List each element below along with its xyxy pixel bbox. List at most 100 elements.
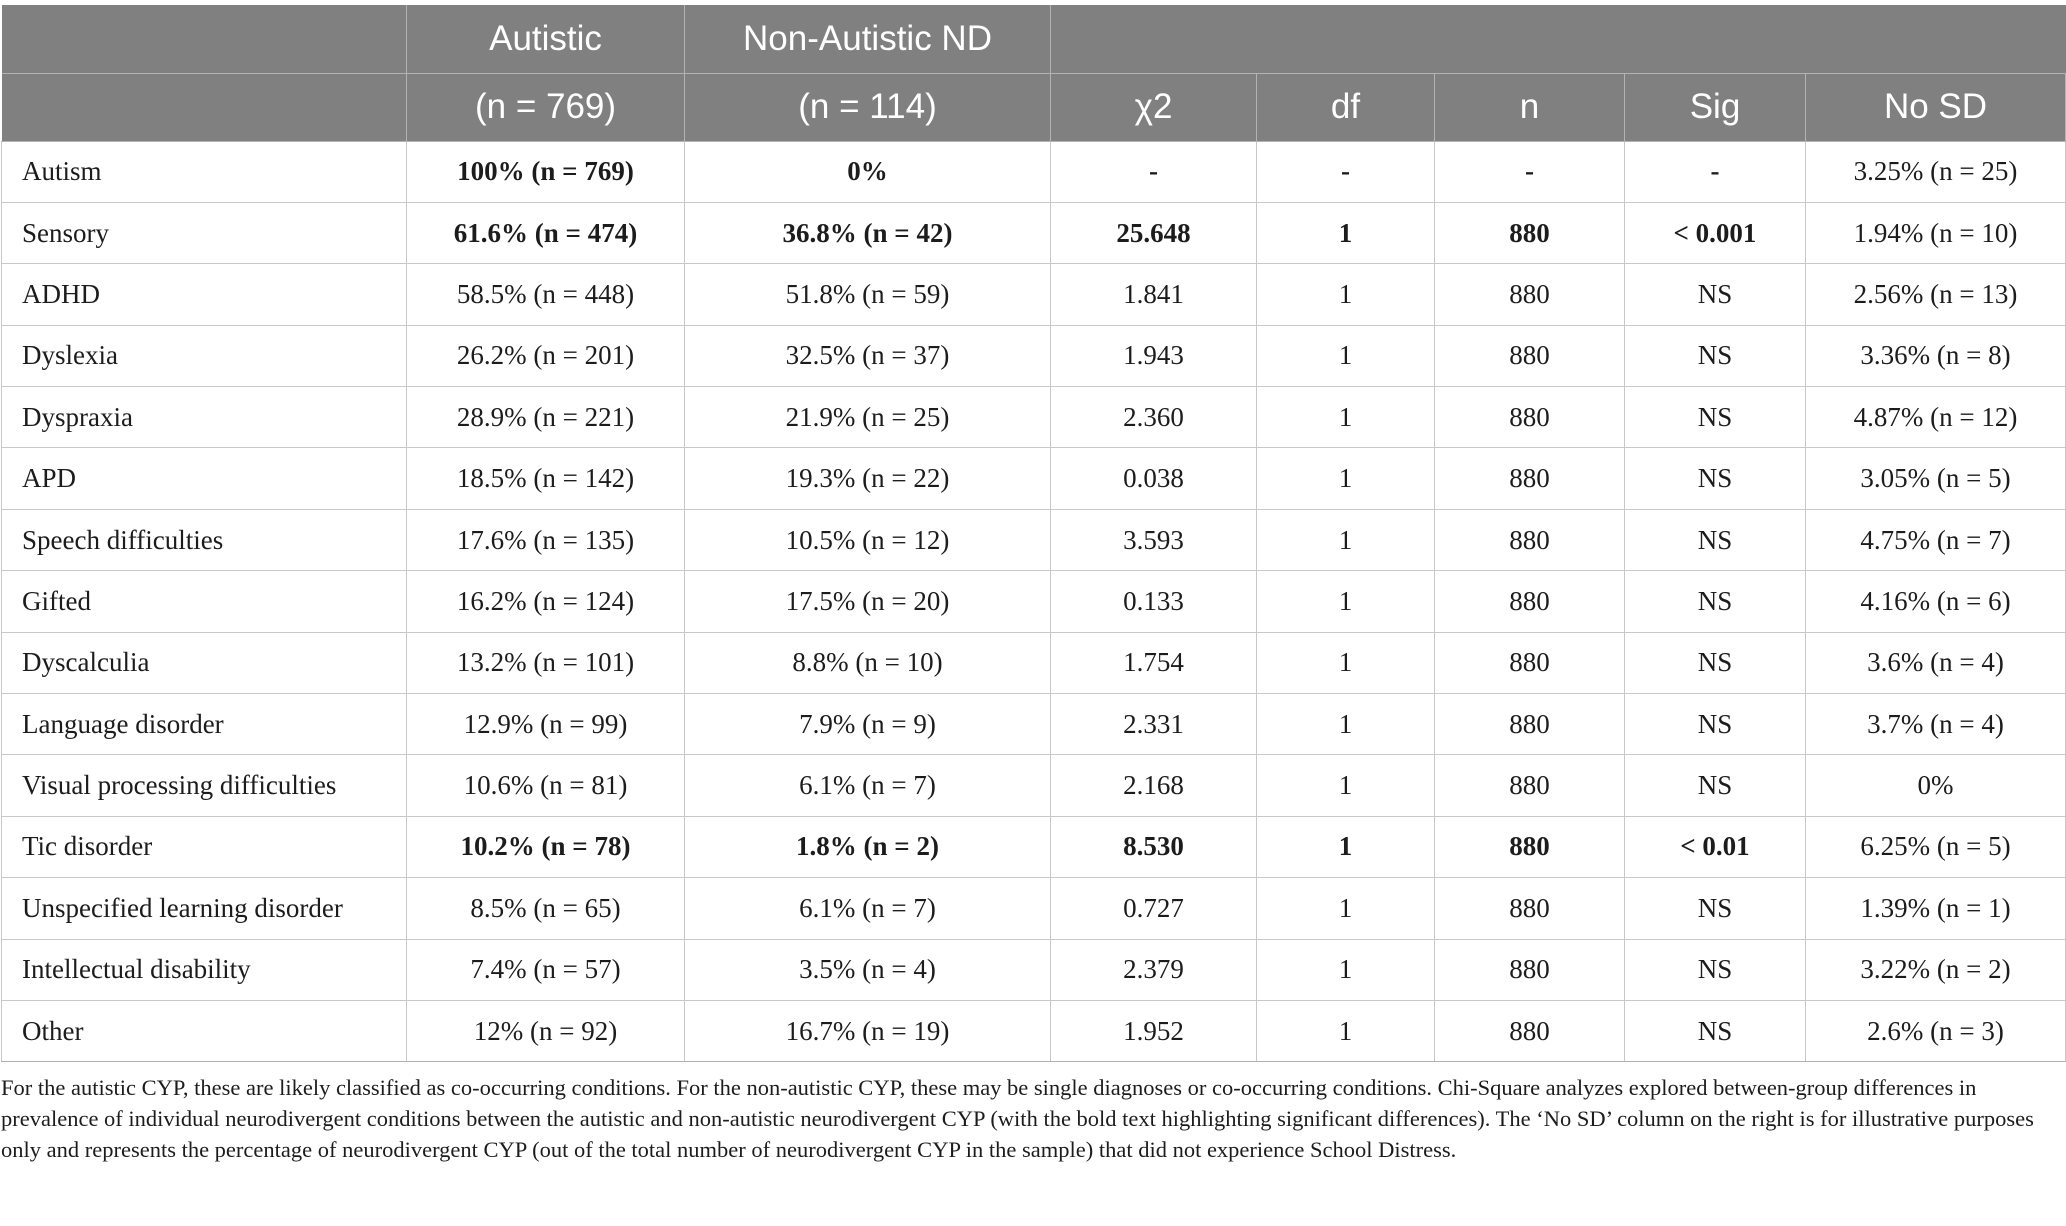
row-label: Speech difficulties [1, 508, 407, 572]
cell-autistic: 10.6% (n = 81) [406, 754, 685, 817]
header-blank-chi [1050, 5, 1257, 74]
cell-sig: < 0.001 [1624, 201, 1806, 265]
cell-df: 1 [1256, 631, 1435, 695]
cell-chi-square: 0.038 [1050, 447, 1257, 510]
row-label: Dyscalculia [1, 631, 407, 695]
cell-non-autistic-nd: 7.9% (n = 9) [684, 693, 1051, 756]
cell-autistic: 8.5% (n = 65) [406, 877, 685, 940]
cell-n: 880 [1434, 324, 1625, 388]
cell-autistic: 61.6% (n = 474) [406, 201, 685, 265]
cell-sig: NS [1624, 447, 1806, 510]
header-chi-square: χ2 [1050, 73, 1257, 142]
cell-df: 1 [1256, 815, 1435, 879]
table-row: Language disorder 12.9% (n = 99) 7.9% (n =… [1, 693, 2066, 756]
row-label: Gifted [1, 570, 407, 633]
cell-non-autistic-nd: 6.1% (n = 7) [684, 754, 1051, 817]
cell-chi-square: 3.593 [1050, 508, 1257, 572]
cell-df: 1 [1256, 877, 1435, 940]
header-non-autistic-nd: Non-Autistic ND [684, 5, 1051, 74]
cell-n: 880 [1434, 508, 1625, 572]
cell-sig: NS [1624, 263, 1806, 326]
cell-no-sd: 0% [1805, 754, 2066, 817]
cell-n: 880 [1434, 263, 1625, 326]
cell-autistic: 16.2% (n = 124) [406, 570, 685, 633]
row-label: Sensory [1, 201, 407, 265]
row-label: APD [1, 447, 407, 510]
cell-n: 880 [1434, 693, 1625, 756]
cell-sig: NS [1624, 999, 1806, 1063]
cell-autistic: 12% (n = 92) [406, 999, 685, 1063]
cell-non-autistic-nd: 19.3% (n = 22) [684, 447, 1051, 510]
cell-df: 1 [1256, 754, 1435, 817]
header-no-sd: No SD [1805, 73, 2066, 142]
cell-sig: NS [1624, 877, 1806, 940]
cell-no-sd: 3.22% (n = 2) [1805, 938, 2066, 1001]
table-row: Dyspraxia 28.9% (n = 221) 21.9% (n = 25) 2.… [1, 386, 2066, 449]
cell-no-sd: 2.56% (n = 13) [1805, 263, 2066, 326]
prevalence-table: Autistic Non-Autistic ND (n = 769) (n = 1… [1, 5, 2066, 1063]
cell-df: 1 [1256, 693, 1435, 756]
table-row: Gifted 16.2% (n = 124) 17.5% (n = 20) 0.133… [1, 570, 2066, 633]
cell-non-autistic-nd: 21.9% (n = 25) [684, 386, 1051, 449]
cell-non-autistic-nd: 16.7% (n = 19) [684, 999, 1051, 1063]
cell-chi-square: 1.943 [1050, 324, 1257, 388]
cell-no-sd: 3.05% (n = 5) [1805, 447, 2066, 510]
cell-sig: NS [1624, 508, 1806, 572]
cell-df: 1 [1256, 386, 1435, 449]
row-label: Unspecified learning disorder [1, 877, 407, 940]
header-blank-nosd [1805, 5, 2066, 74]
cell-n: 880 [1434, 754, 1625, 817]
cell-sig: NS [1624, 570, 1806, 633]
cell-non-autistic-nd: 32.5% (n = 37) [684, 324, 1051, 388]
header-autistic: Autistic [406, 5, 685, 74]
row-label: Dyslexia [1, 324, 407, 388]
cell-chi-square: 0.727 [1050, 877, 1257, 940]
cell-no-sd: 4.16% (n = 6) [1805, 570, 2066, 633]
cell-df: - [1256, 140, 1435, 203]
cell-autistic: 18.5% (n = 142) [406, 447, 685, 510]
cell-no-sd: 1.94% (n = 10) [1805, 201, 2066, 265]
cell-n: 880 [1434, 447, 1625, 510]
cell-chi-square: 0.133 [1050, 570, 1257, 633]
table-row: Tic disorder 10.2% (n = 78) 1.8% (n = 2) 8.… [1, 815, 2066, 879]
cell-no-sd: 4.87% (n = 12) [1805, 386, 2066, 449]
cell-non-autistic-nd: 17.5% (n = 20) [684, 570, 1051, 633]
cell-autistic: 12.9% (n = 99) [406, 693, 685, 756]
table-header: Autistic Non-Autistic ND (n = 769) (n = 1… [1, 5, 2066, 142]
cell-autistic: 13.2% (n = 101) [406, 631, 685, 695]
cell-sig: NS [1624, 324, 1806, 388]
cell-chi-square: 2.168 [1050, 754, 1257, 817]
table-row: Intellectual disability 7.4% (n = 57) 3.5%… [1, 938, 2066, 1001]
cell-autistic: 17.6% (n = 135) [406, 508, 685, 572]
cell-chi-square: 1.754 [1050, 631, 1257, 695]
row-label: Tic disorder [1, 815, 407, 879]
row-label: Dyspraxia [1, 386, 407, 449]
cell-autistic: 26.2% (n = 201) [406, 324, 685, 388]
header-row-2: (n = 769) (n = 114) χ2 df n Sig No SD [1, 73, 2066, 142]
cell-non-autistic-nd: 8.8% (n = 10) [684, 631, 1051, 695]
row-label: Intellectual disability [1, 938, 407, 1001]
cell-chi-square: 25.648 [1050, 201, 1257, 265]
cell-autistic: 100% (n = 769) [406, 140, 685, 203]
cell-n: 880 [1434, 631, 1625, 695]
cell-chi-square: 1.952 [1050, 999, 1257, 1063]
table-row: Dyscalculia 13.2% (n = 101) 8.8% (n = 10) 1… [1, 631, 2066, 695]
cell-non-autistic-nd: 36.8% (n = 42) [684, 201, 1051, 265]
header-n: n [1434, 73, 1625, 142]
header-autistic-n: (n = 769) [406, 73, 685, 142]
cell-chi-square: 8.530 [1050, 815, 1257, 879]
cell-n: - [1434, 140, 1625, 203]
header-blank-df [1256, 5, 1435, 74]
cell-no-sd: 3.6% (n = 4) [1805, 631, 2066, 695]
table-row: Dyslexia 26.2% (n = 201) 32.5% (n = 37) 1.9… [1, 324, 2066, 388]
header-sig: Sig [1624, 73, 1806, 142]
cell-n: 880 [1434, 938, 1625, 1001]
cell-n: 880 [1434, 815, 1625, 879]
cell-no-sd: 4.75% (n = 7) [1805, 508, 2066, 572]
cell-df: 1 [1256, 263, 1435, 326]
cell-no-sd: 6.25% (n = 5) [1805, 815, 2066, 879]
header-corner [1, 5, 407, 74]
cell-n: 880 [1434, 386, 1625, 449]
data-table-container: Autistic Non-Autistic ND (n = 769) (n = 1… [1, 5, 2066, 1063]
table-footnote: For the autistic CYP, these are likely c… [1, 1075, 2034, 1162]
